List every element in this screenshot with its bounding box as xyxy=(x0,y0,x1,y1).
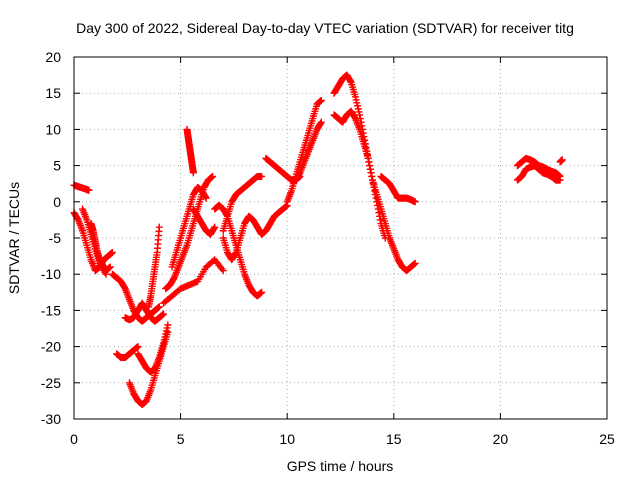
data-point xyxy=(372,194,380,202)
data-point xyxy=(201,193,209,201)
data-point xyxy=(375,209,383,217)
data-point xyxy=(366,162,374,170)
data-point xyxy=(366,165,374,173)
data-point xyxy=(373,201,381,209)
data-point xyxy=(369,180,377,188)
data-point xyxy=(155,303,163,311)
data-point xyxy=(411,259,419,267)
x-tick-label: 0 xyxy=(70,431,78,447)
data-points xyxy=(70,71,566,409)
y-tick-label: -25 xyxy=(41,375,61,391)
series-arc-k xyxy=(162,172,217,293)
x-tick-label: 15 xyxy=(386,431,402,447)
data-point xyxy=(209,172,217,180)
series-arc-m xyxy=(183,125,197,177)
y-tick-label: -5 xyxy=(49,230,62,246)
data-point xyxy=(411,198,419,206)
data-point xyxy=(202,194,210,202)
chart-title: Day 300 of 2022, Sidereal Day-to-day VTE… xyxy=(76,20,574,36)
series-arc-r xyxy=(219,201,291,264)
data-point xyxy=(258,288,266,296)
data-point xyxy=(365,158,373,166)
y-tick-label: -10 xyxy=(41,266,61,282)
data-point xyxy=(371,187,379,195)
data-point xyxy=(371,191,379,199)
data-point xyxy=(373,198,381,206)
data-point xyxy=(364,154,372,162)
data-point xyxy=(160,310,168,318)
y-tick-label: 5 xyxy=(53,158,61,174)
data-point xyxy=(210,224,218,232)
series-arc-t xyxy=(283,96,325,206)
series-arc-z xyxy=(513,162,564,184)
data-point xyxy=(376,216,384,224)
series-arc-i xyxy=(134,321,172,376)
data-point xyxy=(85,186,93,194)
data-point xyxy=(189,169,197,177)
data-point xyxy=(381,234,389,242)
series-arc-z2 xyxy=(556,156,566,166)
data-point xyxy=(368,172,376,180)
x-axis-label: GPS time / hours xyxy=(287,458,394,474)
data-point xyxy=(219,267,227,275)
data-point xyxy=(368,176,376,184)
y-tick-label: -20 xyxy=(41,339,61,355)
data-point xyxy=(374,205,382,213)
series-arc-s xyxy=(262,154,304,184)
y-tick-label: 15 xyxy=(45,85,61,101)
x-tick-label: 20 xyxy=(493,431,509,447)
series-arc-l xyxy=(168,183,210,271)
data-point xyxy=(164,321,172,329)
data-point xyxy=(346,77,354,85)
data-point xyxy=(367,169,375,177)
axis-ticks: 0 5 10 15 20 25 -30 -25 -20 -15 -10 -5 0 5 10 15 20 xyxy=(41,49,615,447)
data-point xyxy=(106,263,114,271)
series-arc-w xyxy=(330,107,389,242)
data-point xyxy=(370,183,378,191)
x-tick-label: 10 xyxy=(279,431,295,447)
y-axis-label: SDTVAR / TECUs xyxy=(6,182,22,294)
data-point xyxy=(558,156,566,164)
series-arc-u xyxy=(292,118,325,184)
series-arc-n xyxy=(189,205,219,238)
y-tick-label: -15 xyxy=(41,302,61,318)
x-tick-label: 25 xyxy=(599,431,615,447)
y-tick-label: 20 xyxy=(45,49,61,65)
data-point xyxy=(231,250,239,258)
y-tick-label: 10 xyxy=(45,121,61,137)
series-arc-g xyxy=(113,343,142,361)
data-point xyxy=(317,119,325,127)
series-arc-f xyxy=(121,299,168,325)
series-arc-j xyxy=(145,223,163,311)
data-point xyxy=(556,176,564,184)
grid xyxy=(74,57,607,419)
series-arc-v xyxy=(330,71,419,275)
series-arc-x xyxy=(377,172,419,206)
series-arc-a xyxy=(70,181,93,194)
data-point xyxy=(211,223,219,231)
data-point xyxy=(134,343,142,351)
data-point xyxy=(155,223,163,231)
data-point xyxy=(258,172,266,180)
y-tick-label: 0 xyxy=(53,194,61,210)
x-tick-label: 5 xyxy=(177,431,185,447)
data-point xyxy=(317,96,325,104)
y-tick-label: -30 xyxy=(41,411,61,427)
data-point xyxy=(356,111,364,119)
series-arc-d xyxy=(87,220,114,275)
series-arc-o xyxy=(160,256,227,307)
series-arc-p xyxy=(211,201,266,300)
series-arc-q xyxy=(219,172,266,235)
data-point xyxy=(108,248,116,256)
data-point xyxy=(376,212,384,220)
data-point xyxy=(317,118,325,126)
